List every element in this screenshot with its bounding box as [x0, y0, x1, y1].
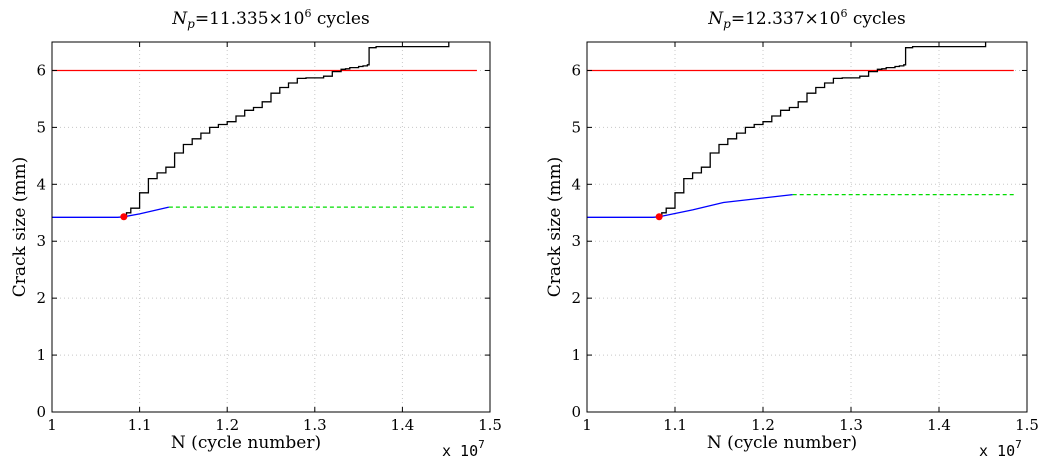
y-tick-label: 3 — [571, 232, 581, 250]
series-prediction-line — [659, 193, 793, 218]
x-tick-label: 1 — [582, 416, 592, 434]
y-tick-label: 2 — [36, 289, 46, 307]
x-tick-label: 1.5 — [1015, 416, 1039, 434]
series-measured-line — [123, 42, 450, 218]
series-group — [52, 42, 477, 221]
y-tick-label: 4 — [36, 175, 46, 193]
x-tick-label: 1.3 — [839, 416, 863, 434]
x-tick-label: 1.3 — [303, 416, 327, 434]
x-tick-label: 1.4 — [927, 416, 951, 434]
y-tick-label: 4 — [571, 175, 581, 193]
x-tick-label: 1.4 — [390, 416, 414, 434]
series-history-line — [587, 216, 660, 218]
x-tick-label: 1.1 — [128, 416, 152, 434]
x-tick-label: 1 — [47, 416, 57, 434]
y-tick-label: 5 — [36, 118, 46, 136]
series-history-line — [52, 216, 124, 218]
y-tick-label: 0 — [571, 403, 581, 421]
x-tick-label: 1.2 — [751, 416, 775, 434]
y-tick-label: 2 — [571, 289, 581, 307]
series-measured-line — [659, 42, 987, 218]
plot-area — [52, 42, 490, 412]
x-tick-label: 1.2 — [215, 416, 239, 434]
x-tick-label: 1.5 — [478, 416, 502, 434]
plot-area — [587, 42, 1027, 412]
x-axis-label: N (cycle number) — [707, 433, 857, 453]
y-axis-label: Crack size (mm) — [545, 157, 565, 298]
series-current-point-marker — [120, 213, 128, 221]
axes-box — [586, 41, 1028, 413]
series-group — [587, 42, 1014, 221]
x-axis-multiplier: x 107 — [442, 438, 485, 460]
y-tick-label: 5 — [571, 118, 581, 136]
y-axis-label: Crack size (mm) — [10, 157, 30, 298]
series-current-point-marker — [655, 213, 663, 221]
y-tick-label: 1 — [36, 346, 46, 364]
chart-title: Np=11.335×106 cycles — [171, 7, 369, 31]
axes-box — [51, 41, 491, 413]
y-tick-label: 0 — [36, 403, 46, 421]
y-tick-label: 3 — [36, 232, 46, 250]
x-axis-label: N (cycle number) — [171, 433, 321, 453]
x-tick-label: 1.1 — [663, 416, 687, 434]
chart-title: Np=12.337×106 cycles — [707, 7, 905, 31]
series-prediction-line — [123, 206, 170, 218]
y-tick-label: 6 — [36, 61, 46, 79]
y-tick-label: 6 — [571, 61, 581, 79]
y-tick-label: 1 — [571, 346, 581, 364]
x-axis-multiplier: x 107 — [979, 438, 1022, 460]
